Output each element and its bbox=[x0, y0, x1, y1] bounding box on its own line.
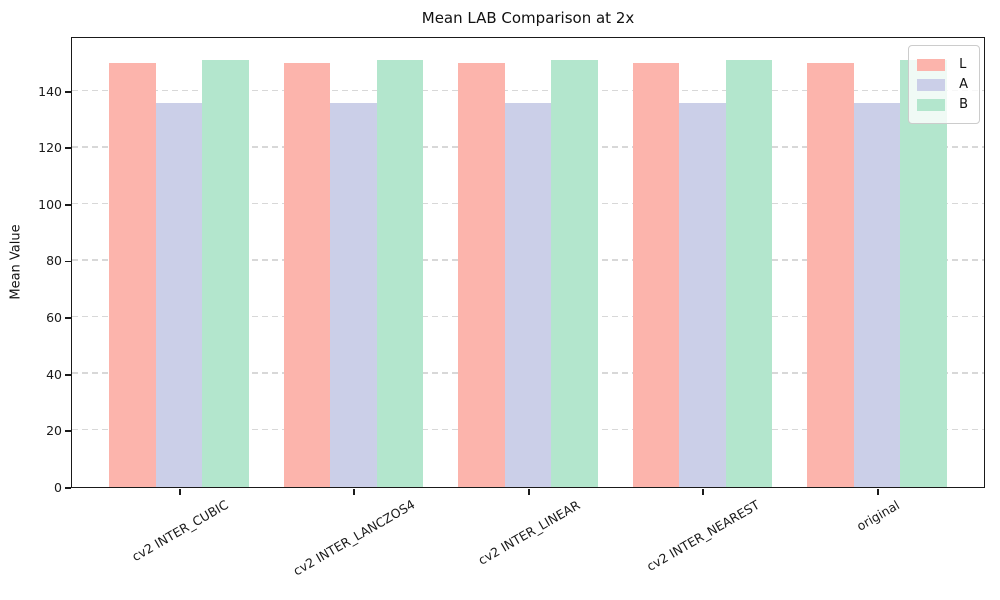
bar-a-cv2-inter-nearest bbox=[679, 103, 726, 487]
y-tick-label-60: 60 bbox=[46, 310, 62, 326]
bar-l-cv2-inter-cubic bbox=[109, 63, 156, 487]
y-tick-label-140: 140 bbox=[38, 83, 62, 99]
gridline-y-140 bbox=[72, 89, 984, 91]
y-tick-mark-100 bbox=[65, 203, 71, 206]
y-tick-mark-0 bbox=[65, 486, 71, 489]
bar-l-original bbox=[807, 63, 854, 487]
legend-label-a: A bbox=[959, 77, 968, 92]
bar-b-cv2-inter-lanczos4 bbox=[376, 59, 424, 487]
legend-item-b: B bbox=[917, 97, 968, 112]
y-tick-label-40: 40 bbox=[46, 366, 62, 382]
legend-swatch-a bbox=[917, 78, 946, 91]
legend-item-l: L bbox=[917, 57, 968, 72]
y-tick-label-120: 120 bbox=[38, 140, 62, 156]
x-tick-label-cv2-inter-lanczos4: cv2 INTER_LANCZOS4 bbox=[290, 496, 418, 579]
y-tick-label-20: 20 bbox=[46, 423, 62, 439]
bar-b-cv2-inter-linear bbox=[551, 59, 598, 487]
bar-a-original bbox=[853, 103, 901, 487]
bar-l-cv2-inter-nearest bbox=[632, 63, 680, 487]
bar-b-cv2-inter-cubic bbox=[202, 59, 249, 487]
y-tick-mark-60 bbox=[65, 317, 71, 319]
y-tick-label-0: 0 bbox=[54, 479, 62, 495]
bar-l-cv2-inter-lanczos4 bbox=[283, 63, 331, 487]
bar-a-cv2-inter-linear bbox=[504, 103, 552, 487]
y-tick-mark-120 bbox=[65, 147, 71, 150]
x-tick-mark-cv2-inter-nearest bbox=[702, 488, 705, 495]
legend-label-l: L bbox=[959, 57, 967, 72]
x-tick-label-cv2-inter-cubic: cv2 INTER_CUBIC bbox=[128, 496, 231, 565]
y-tick-mark-40 bbox=[65, 373, 71, 376]
bar-a-cv2-inter-lanczos4 bbox=[330, 103, 377, 487]
x-tick-mark-original bbox=[876, 488, 879, 495]
y-tick-label-80: 80 bbox=[46, 253, 62, 269]
bar-l-cv2-inter-linear bbox=[458, 63, 505, 487]
x-tick-label-cv2-inter-linear: cv2 INTER_LINEAR bbox=[475, 496, 583, 568]
legend-item-a: A bbox=[917, 77, 968, 92]
x-tick-label-original: original bbox=[853, 496, 902, 534]
x-tick-label-cv2-inter-nearest: cv2 INTER_NEAREST bbox=[644, 496, 763, 574]
bar-b-cv2-inter-nearest bbox=[725, 59, 773, 487]
bar-a-cv2-inter-cubic bbox=[155, 103, 203, 487]
legend-swatch-l bbox=[917, 58, 946, 71]
legend-swatch-b bbox=[917, 98, 946, 111]
x-tick-mark-cv2-inter-linear bbox=[527, 488, 530, 495]
chart-title: Mean LAB Comparison at 2x bbox=[421, 9, 635, 27]
legend-label-b: B bbox=[959, 97, 968, 112]
y-tick-mark-80 bbox=[65, 260, 71, 263]
bar-b-original bbox=[900, 59, 947, 487]
y-tick-label-100: 100 bbox=[38, 196, 62, 212]
y-tick-mark-20 bbox=[65, 430, 71, 433]
x-tick-mark-cv2-inter-cubic bbox=[178, 488, 181, 495]
x-tick-mark-cv2-inter-lanczos4 bbox=[353, 488, 356, 495]
y-tick-mark-140 bbox=[65, 90, 71, 93]
